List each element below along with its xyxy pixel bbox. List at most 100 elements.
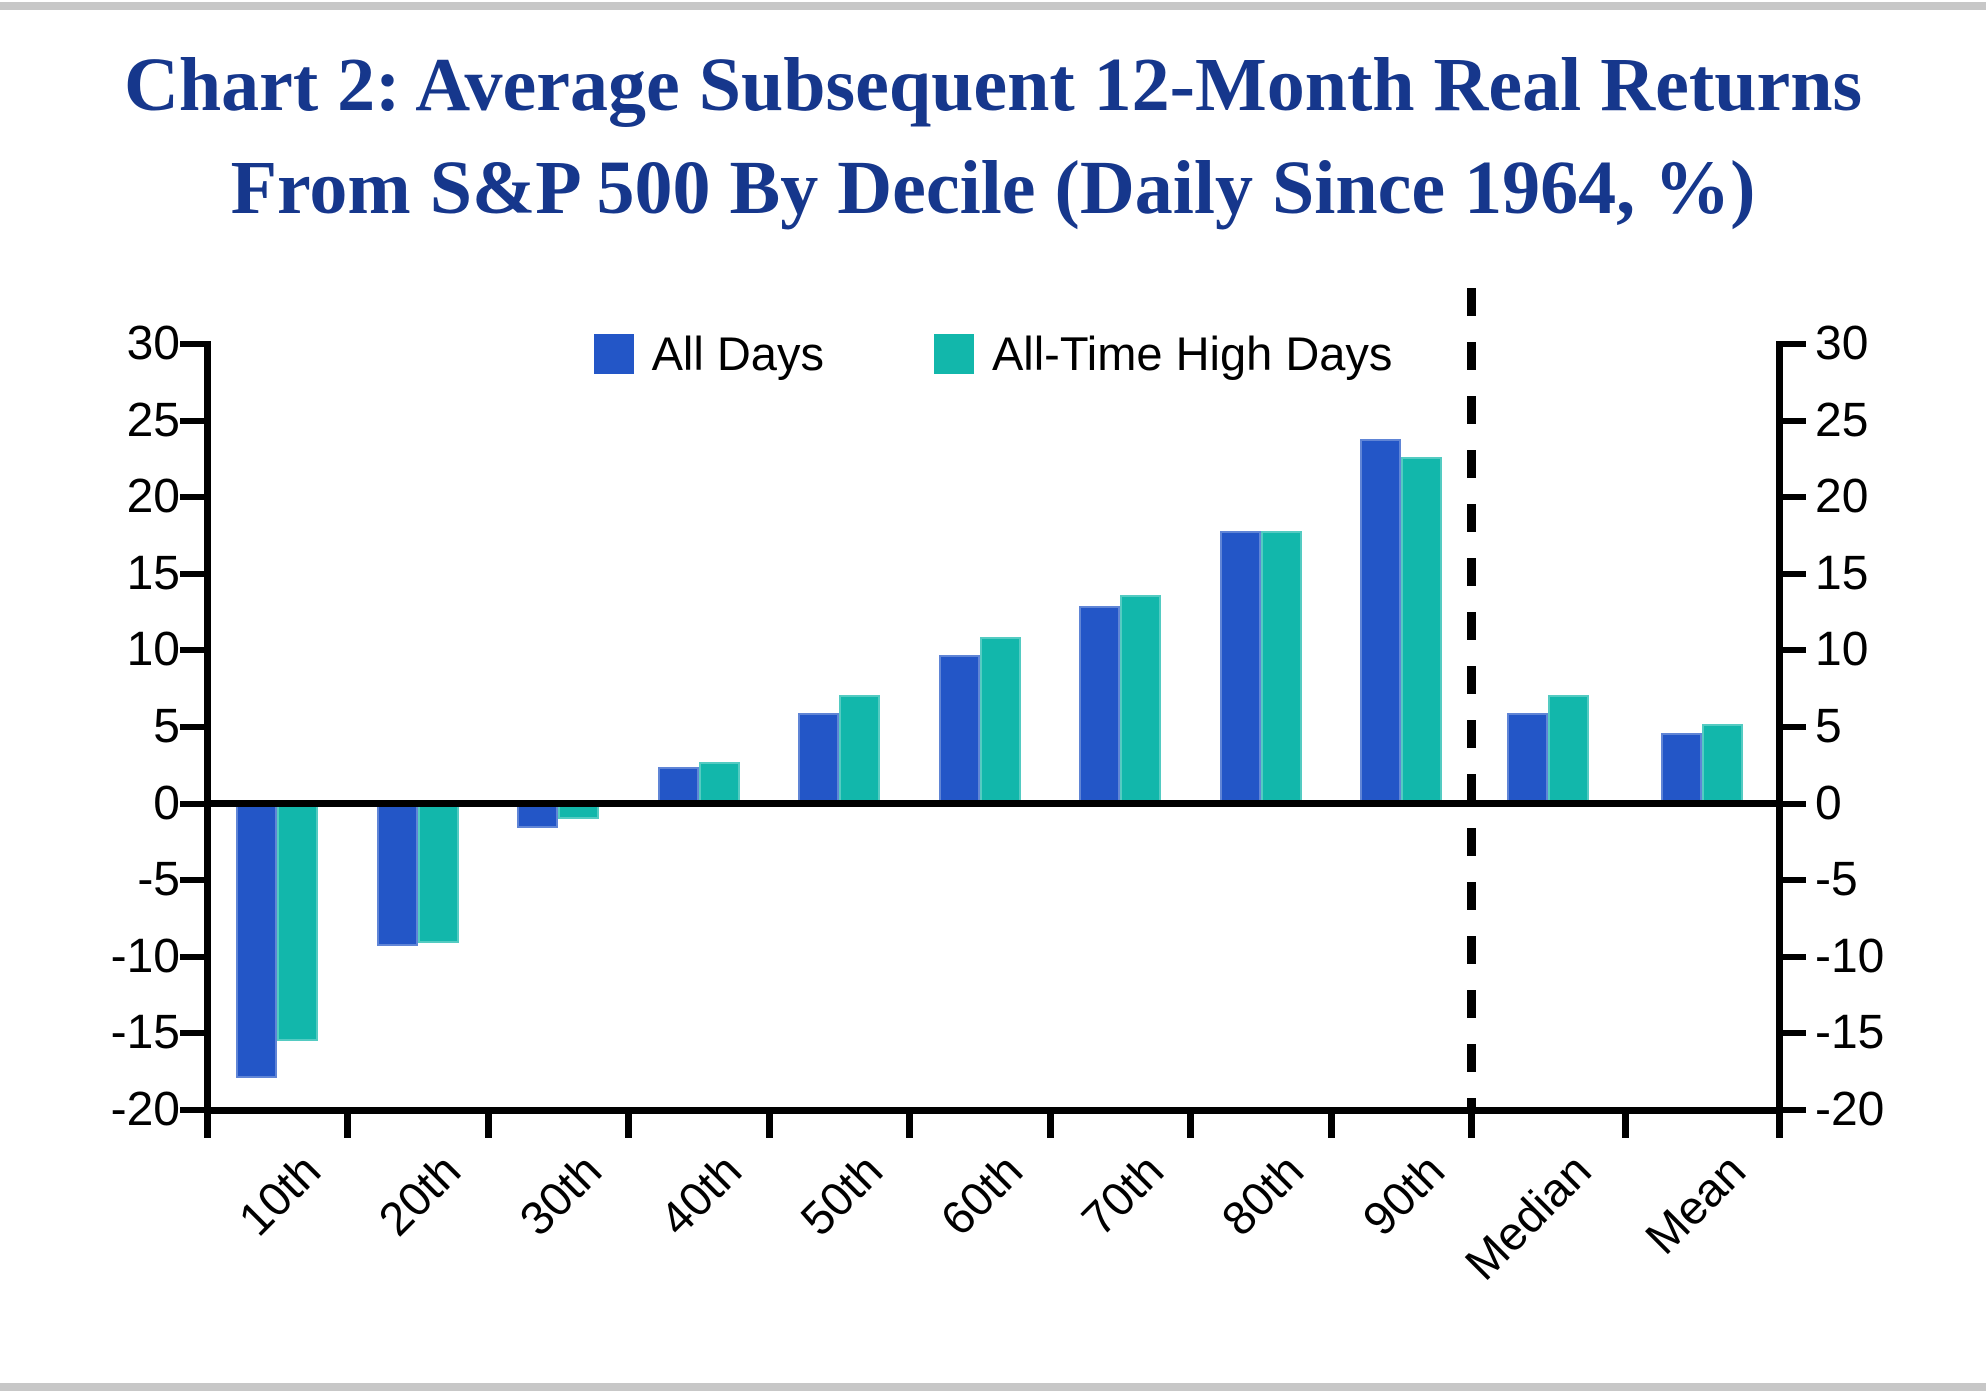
y-tick-label-right-10: 10 (1815, 623, 1869, 677)
y-tick-label-left-30: 30 (126, 317, 180, 370)
x-tick-9 (1468, 1110, 1475, 1138)
y-tick-left-0 (180, 800, 207, 807)
y-tick-right-10 (1779, 647, 1806, 654)
bar-all-time-high-days-median (1548, 694, 1590, 804)
chart-title-line1: Chart 2: Average Subsequent 12-Month Rea… (123, 43, 1863, 127)
y-tick-label-right-5: 5 (1815, 700, 1842, 753)
y-tick-label-right-25: 25 (1815, 393, 1869, 447)
y-tick-label-left--5: -5 (137, 853, 180, 907)
bar-all-time-high-days-10th (277, 803, 319, 1042)
bar-all-days-10th (236, 803, 278, 1078)
bar-all-days-80th (1219, 530, 1261, 804)
x-label-median: Median (1454, 1143, 1602, 1290)
y-axis-left (203, 341, 211, 1113)
y-tick-left-20 (180, 494, 207, 501)
y-tick-label-right-15: 15 (1815, 546, 1869, 600)
x-tick-5 (906, 1110, 913, 1138)
bar-all-time-high-days-50th (839, 694, 881, 804)
bar-all-time-high-days-30th (558, 803, 600, 819)
y-tick-label-left-5: 5 (153, 700, 180, 753)
dashed-separator (1467, 288, 1476, 1110)
y-tick-right-15 (1779, 570, 1806, 577)
bar-all-days-median (1507, 713, 1549, 804)
x-tick-3 (625, 1110, 632, 1138)
zero-baseline (207, 800, 1779, 808)
y-tick-right-20 (1779, 494, 1806, 501)
bar-all-days-60th (938, 654, 980, 804)
x-label-20th: 20th (368, 1143, 471, 1246)
x-label-80th: 80th (1211, 1143, 1314, 1246)
bar-all-days-20th (376, 803, 418, 947)
x-label-mean: Mean (1634, 1143, 1755, 1264)
x-tick-4 (765, 1110, 773, 1138)
y-tick-right--5 (1779, 877, 1806, 884)
bar-all-time-high-days-20th (417, 803, 459, 943)
y-tick-left--20 (180, 1107, 207, 1113)
y-tick-label-left-20: 20 (126, 470, 180, 524)
x-label-60th: 60th (930, 1143, 1033, 1246)
y-tick-right-5 (1779, 724, 1806, 730)
bar-all-time-high-days-mean (1702, 723, 1744, 804)
legend-label-all-days: All Days (651, 327, 824, 380)
legend: All Days All-Time High Days (207, 326, 1779, 381)
y-tick-label-right--5: -5 (1815, 853, 1858, 907)
y-tick-left--15 (180, 1030, 207, 1037)
bar-all-days-50th (798, 713, 840, 804)
top-edge-strip (0, 2, 1986, 10)
y-tick-right-25 (1779, 417, 1806, 424)
x-tick-0 (203, 1110, 211, 1138)
bar-all-time-high-days-70th (1120, 595, 1162, 804)
bottom-edge-strip (0, 1383, 1986, 1391)
x-label-90th: 90th (1351, 1143, 1455, 1246)
y-tick-label-right--15: -15 (1815, 1006, 1885, 1060)
y-tick-label-left--15: -15 (110, 1006, 180, 1060)
x-tick-11 (1775, 1110, 1783, 1138)
y-tick-left--10 (180, 953, 207, 960)
bar-all-time-high-days-60th (979, 636, 1021, 804)
y-tick-left-15 (180, 570, 207, 577)
legend-swatch-all-days (593, 333, 634, 374)
x-tick-8 (1327, 1110, 1335, 1138)
y-tick-left--5 (180, 877, 207, 884)
y-tick-label-right-0: 0 (1815, 776, 1842, 830)
bar-all-days-40th (657, 766, 699, 804)
y-tick-label-left-25: 25 (126, 393, 180, 447)
y-tick-label-right-30: 30 (1815, 317, 1869, 370)
x-tick-1 (344, 1110, 351, 1138)
x-label-50th: 50th (789, 1143, 893, 1246)
bar-all-time-high-days-40th (698, 762, 740, 804)
y-tick-label-right--20: -20 (1815, 1083, 1885, 1136)
y-tick-label-right-20: 20 (1815, 470, 1869, 524)
x-tick-2 (484, 1110, 492, 1138)
y-tick-label-left--10: -10 (110, 929, 180, 983)
x-tick-6 (1046, 1110, 1054, 1138)
y-tick-right--15 (1779, 1030, 1806, 1037)
y-tick-label-left-10: 10 (126, 623, 180, 677)
legend-item-all-time-high-days: All-Time High Days (933, 326, 1393, 381)
x-label-40th: 40th (649, 1143, 752, 1246)
bar-all-days-90th (1360, 438, 1402, 804)
y-tick-label-left-0: 0 (153, 776, 180, 830)
x-axis (203, 1106, 1783, 1114)
y-tick-right--10 (1779, 953, 1806, 960)
y-tick-right-0 (1779, 800, 1806, 807)
y-tick-left-10 (180, 647, 207, 654)
bar-all-time-high-days-90th (1401, 457, 1443, 804)
y-tick-left-25 (180, 417, 207, 424)
y-tick-label-left-15: 15 (126, 546, 180, 600)
bar-all-days-mean (1661, 733, 1703, 804)
y-tick-right--20 (1779, 1107, 1806, 1113)
x-label-30th: 30th (508, 1143, 612, 1246)
y-tick-label-right--10: -10 (1815, 929, 1885, 983)
legend-label-all-time-high-days: All-Time High Days (991, 327, 1393, 380)
chart-title: Chart 2: Average Subsequent 12-Month Rea… (0, 34, 1986, 241)
y-tick-label-left--20: -20 (110, 1083, 180, 1136)
legend-item-all-days: All Days (593, 326, 824, 381)
y-tick-right-30 (1779, 341, 1806, 347)
x-label-10th: 10th (227, 1143, 331, 1246)
bar-all-days-70th (1079, 605, 1121, 804)
y-tick-left-30 (180, 341, 207, 347)
x-tick-10 (1621, 1110, 1629, 1138)
